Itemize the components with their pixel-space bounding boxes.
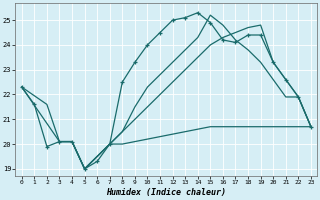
- X-axis label: Humidex (Indice chaleur): Humidex (Indice chaleur): [106, 188, 226, 197]
